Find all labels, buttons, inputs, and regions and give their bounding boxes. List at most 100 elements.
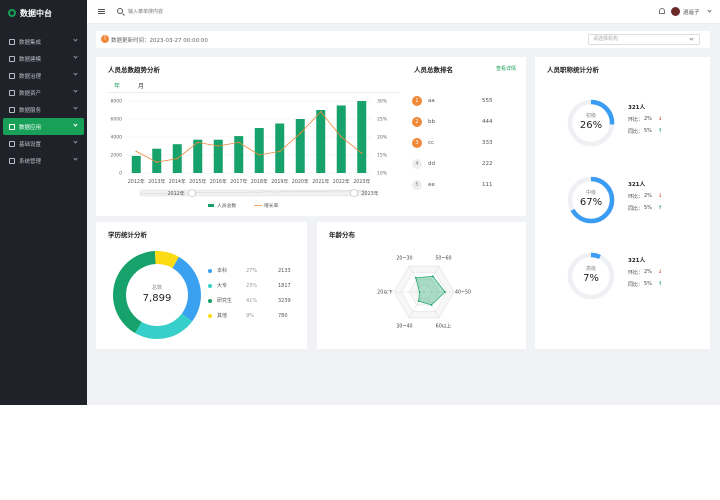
ranking-row: 2 bb 444 xyxy=(412,117,512,127)
age-card: 年龄分布 50~60 40~50 60以上 30~40 20以下 20~30 xyxy=(317,222,526,349)
legend-pct: 23% xyxy=(246,282,258,289)
y-tick-right: 15% xyxy=(377,153,388,159)
sidebar-item-1[interactable]: 数据建模 xyxy=(0,50,87,67)
job-yoy-label: 同比： xyxy=(628,206,644,212)
arrow-up-icon: ↑ xyxy=(658,205,663,211)
sidebar-item-5[interactable]: 数据应用 xyxy=(3,118,84,135)
job-level-name: 高级 xyxy=(585,266,596,272)
legend-name: 研究生 xyxy=(217,298,233,304)
ranking-detail-link[interactable]: 查看详情 xyxy=(496,66,517,72)
sidebar-item-0[interactable]: 数据集成 xyxy=(0,33,87,50)
education-legend-row: 本科 27% 2133 xyxy=(208,267,303,274)
sidebar-item-4[interactable]: 数据服务 xyxy=(0,101,87,118)
avatar[interactable] xyxy=(671,7,680,16)
job-mom-label: 环比： xyxy=(628,117,644,123)
org-select[interactable]: 请选择机构 xyxy=(588,34,700,45)
rank-value: 111 xyxy=(482,182,493,188)
username[interactable]: 逍遥子 xyxy=(683,10,700,16)
legend-dot xyxy=(208,298,212,303)
radar-label: 30~40 xyxy=(396,323,412,329)
search-icon[interactable] xyxy=(117,8,123,14)
legend-count: 3239 xyxy=(278,297,291,304)
tab-month[interactable]: 月 xyxy=(138,83,145,90)
zoom-handle-end[interactable] xyxy=(350,189,358,197)
arrow-down-icon: ↓ xyxy=(658,116,663,122)
radar-point-3 xyxy=(417,300,420,302)
bell-icon[interactable] xyxy=(659,8,665,14)
job-level-name: 初级 xyxy=(585,113,596,119)
arrow-up-icon: ↑ xyxy=(658,128,663,134)
rank-badge: 1 xyxy=(412,96,422,106)
job-ring-fill xyxy=(567,252,615,300)
info-icon: ! xyxy=(101,35,109,43)
education-donut xyxy=(113,251,201,339)
zoom-slider-track[interactable] xyxy=(139,189,367,197)
modeling-icon xyxy=(9,55,15,62)
rate-line xyxy=(136,111,362,163)
radar-label: 60以上 xyxy=(436,322,452,329)
zoom-handle-start[interactable] xyxy=(188,189,196,197)
rate-point-5 xyxy=(237,141,240,144)
age-radar: 50~60 40~50 60以上 30~40 20以下 20~30 xyxy=(377,256,471,330)
rank-value: 555 xyxy=(482,98,493,104)
x-tick: 2021年 xyxy=(312,178,329,185)
x-tick: 2020年 xyxy=(292,178,309,185)
x-tick: 2023年 xyxy=(353,178,370,185)
sidebar-item-label: 数据治理 xyxy=(19,73,42,80)
job-mom: 环比： 2% ↓ xyxy=(628,193,698,200)
job-info: 321人 环比： 2% ↓ 同比： 5% ↑ xyxy=(628,103,698,135)
rank-badge: 5 xyxy=(412,180,422,190)
bar-9 xyxy=(316,110,326,173)
education-card: 学历统计分析 总数 7,899 本科 27% 2133 大专 23% 1817 研究生 41%… xyxy=(96,222,307,349)
rank-value: 222 xyxy=(482,161,493,167)
sidebar-item-3[interactable]: 数据资产 xyxy=(0,84,87,101)
sidebar-item-7[interactable]: 系统管理 xyxy=(0,152,87,169)
radar-axis xyxy=(408,291,425,319)
job-yoy-value: 5% xyxy=(644,128,652,134)
education-total-label: 总数 xyxy=(151,285,162,291)
bar-1 xyxy=(152,148,162,173)
job-card: 人员职称统计分析 初级 26% 321人 环比： 2% ↓ 同比： 5% ↑ 中级 67% 321人环… xyxy=(535,57,710,349)
job-ring-1 xyxy=(567,176,615,224)
radar-point-5 xyxy=(414,276,417,279)
legend-dot xyxy=(208,283,212,288)
trend-title: 人员总数趋势分析 xyxy=(108,66,160,74)
job-level-name: 中级 xyxy=(585,190,596,196)
ranking-row: 1 aa 555 xyxy=(412,96,512,106)
education-legend-row: 大专 23% 1817 xyxy=(208,282,303,289)
education-total: 总数 7,899 xyxy=(130,284,184,304)
radar-label: 20以下 xyxy=(377,290,393,296)
rank-name: cc xyxy=(428,140,435,146)
legend-pct: 27% xyxy=(246,267,258,274)
chevron-down-icon[interactable] xyxy=(707,8,712,13)
legend-count-swatch xyxy=(208,204,214,207)
zoom-end-label: 2023年 xyxy=(361,190,378,197)
age-title: 年龄分布 xyxy=(329,231,355,239)
sidebar-item-6[interactable]: 基础设置 xyxy=(0,135,87,152)
x-tick: 2016年 xyxy=(210,178,227,185)
radar-axis xyxy=(408,265,425,293)
radar-point-4 xyxy=(418,291,421,293)
donut-slice-0 xyxy=(172,256,201,322)
search-input[interactable] xyxy=(128,7,268,17)
x-tick: 2022年 xyxy=(333,178,350,185)
job-level-pct: 67% xyxy=(579,197,603,208)
donut-slice-1 xyxy=(135,313,193,339)
legend-count: 780 xyxy=(278,312,288,319)
job-mom-label: 环比： xyxy=(628,194,644,200)
rate-point-4 xyxy=(217,145,220,147)
job-mom-value: 2% xyxy=(644,193,652,199)
brand[interactable]: 数据中台 xyxy=(8,6,52,20)
menu-toggle-icon[interactable] xyxy=(98,9,105,14)
job-mom-value: 2% xyxy=(644,269,652,275)
rate-point-2 xyxy=(176,157,179,160)
legend-dot xyxy=(208,268,212,273)
sidebar-item-2[interactable]: 数据治理 xyxy=(0,67,87,84)
rank-name: dd xyxy=(428,161,435,167)
x-tick: 2015年 xyxy=(189,178,206,185)
job-count: 321人 xyxy=(628,105,645,111)
sidebar-item-label: 数据应用 xyxy=(19,124,42,131)
radar-point-0 xyxy=(432,275,434,278)
sidebar: 数据中台 数据集成 数据建模数据治理数据资产 数据服务数据应用基础设置 系统管理 xyxy=(0,0,87,405)
job-mom: 环比： 2% ↓ xyxy=(628,269,698,276)
